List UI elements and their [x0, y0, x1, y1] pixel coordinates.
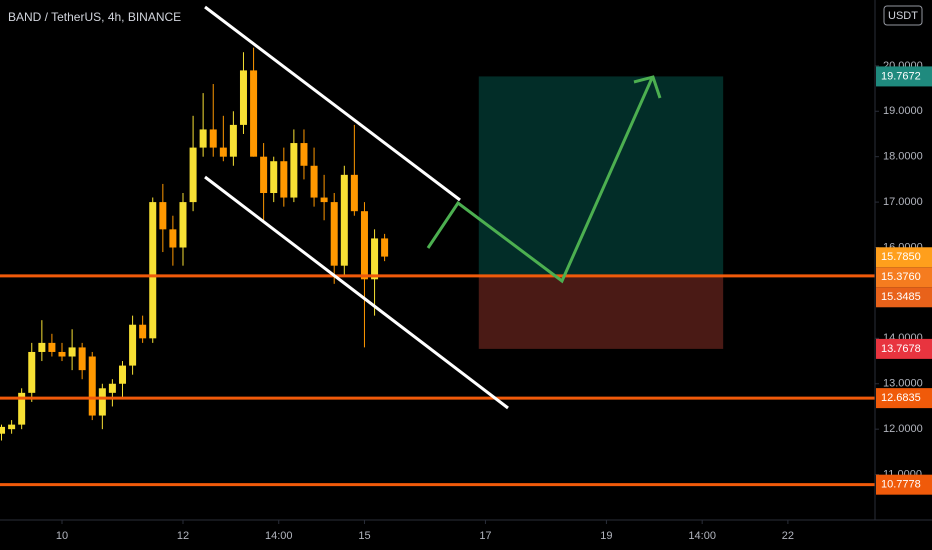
chart-title: BAND / TetherUS, 4h, BINANCE [8, 10, 181, 24]
arrow-head [633, 75, 662, 99]
candle-body [360, 211, 368, 280]
x-tick-label: 12 [177, 530, 189, 542]
candle-body [330, 202, 338, 266]
y-tick-label: 18.0000 [883, 151, 923, 163]
candle-body [239, 70, 247, 125]
x-tick-label: 14:00 [688, 530, 716, 542]
candle-body [371, 238, 379, 280]
candle-body [18, 392, 26, 425]
candle-body [8, 424, 16, 430]
candle-body [118, 365, 126, 384]
x-tick-label: 17 [479, 530, 491, 542]
candle-body [28, 351, 36, 393]
x-tick-label: 14:00 [265, 530, 293, 542]
channel-lower [204, 175, 509, 410]
candle-body [159, 202, 167, 230]
candle-body [169, 229, 177, 248]
candle-body [340, 174, 348, 266]
price-badge-label: 12.6835 [881, 392, 921, 404]
candle-body [320, 197, 328, 203]
candle-body [129, 324, 137, 366]
drawings [204, 5, 662, 410]
x-tick-label: 22 [782, 530, 794, 542]
price-badge-label: 10.7778 [881, 479, 921, 491]
y-tick-label: 13.0000 [883, 378, 923, 390]
candle-body [58, 351, 66, 357]
price-badge [876, 267, 932, 288]
candle-body [219, 147, 227, 157]
price-badge [876, 287, 932, 308]
currency-label: USDT [888, 10, 918, 22]
candle-body [350, 174, 358, 212]
candle-body [38, 342, 46, 352]
candle-body [189, 147, 197, 203]
candle-body [250, 70, 258, 157]
candle-body [78, 347, 86, 371]
candle-body [48, 342, 56, 352]
price-badge [876, 247, 932, 268]
plot [0, 47, 875, 487]
candle-body [179, 202, 187, 248]
currency-badge [883, 5, 923, 26]
price-badge-label: 15.3485 [881, 291, 921, 303]
price-badge-label: 19.7672 [881, 70, 921, 82]
price-badge [876, 388, 932, 409]
candle-body [108, 383, 116, 393]
forecast-arrow [426, 77, 654, 284]
x-tick-label: 15 [358, 530, 370, 542]
candle-body [280, 161, 288, 198]
candle-body [381, 238, 389, 257]
candle-body [300, 143, 308, 166]
axes: 11.000012.000013.000014.000016.000017.00… [56, 60, 932, 542]
channel-upper [204, 5, 461, 202]
price-badge [876, 338, 932, 359]
candle-body [139, 324, 147, 339]
y-tick-label: 17.0000 [883, 196, 923, 208]
candle-body [229, 124, 237, 157]
candle-body [310, 165, 318, 198]
candle-body [270, 161, 278, 194]
x-tick-label: 19 [600, 530, 612, 542]
x-tick-label: 10 [56, 530, 68, 542]
candle-body [68, 347, 76, 357]
price-badge-label: 15.3760 [881, 271, 921, 283]
price-badge [876, 66, 932, 87]
loss-zone [478, 275, 724, 349]
candle-body [290, 143, 298, 198]
candle-body [98, 388, 106, 416]
candle-body [199, 129, 207, 148]
y-tick-label: 19.0000 [883, 105, 923, 117]
y-tick-label: 12.0000 [883, 423, 923, 435]
price-badge [876, 474, 932, 495]
price-badge-label: 15.7850 [881, 251, 921, 263]
candle-body [260, 156, 268, 194]
profit-zone [478, 76, 724, 276]
candle-body [149, 202, 157, 339]
candle-body [0, 426, 6, 434]
candle-body [88, 356, 96, 416]
candle-body [209, 129, 217, 148]
price-badge-label: 13.7678 [881, 343, 921, 355]
